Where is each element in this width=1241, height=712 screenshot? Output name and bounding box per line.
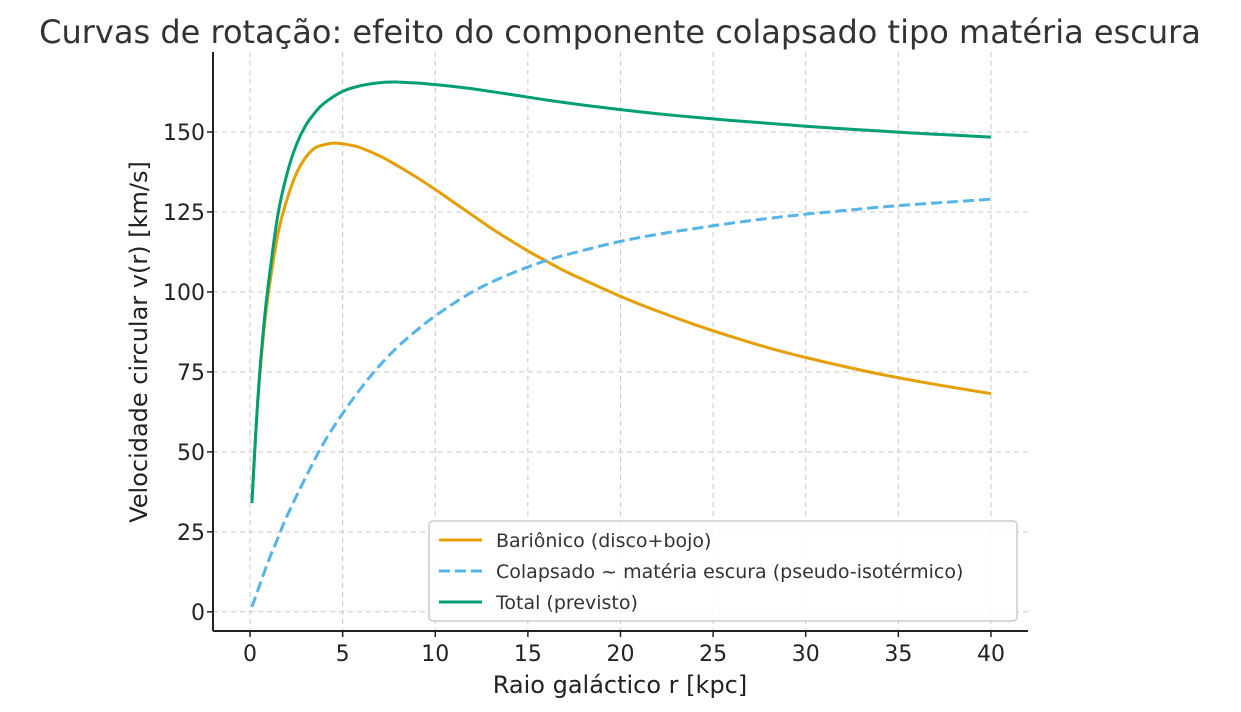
x-tick-label: 0	[243, 642, 257, 667]
x-tick-label: 10	[421, 642, 449, 667]
legend-box	[428, 520, 1018, 622]
y-tick-label: 0	[191, 601, 205, 626]
x-tick-label: 25	[699, 642, 727, 667]
y-tick-label: 75	[177, 361, 205, 386]
y-tick-label: 150	[163, 121, 205, 146]
y-tick-label: 50	[177, 441, 205, 466]
ticks-layer: 0 5 10 15 20 25 30 35 40 0 25 50 75 100 125 150	[163, 121, 1005, 667]
x-tick-label: 15	[514, 642, 542, 667]
x-tick-label: 35	[884, 642, 912, 667]
legend-label: Total (previsto)	[495, 592, 638, 614]
legend-label: Bariônico (disco+bojo)	[496, 530, 711, 552]
y-tick-label: 25	[177, 521, 205, 546]
x-tick-label: 40	[977, 642, 1005, 667]
legend-label: Colapsado ~ matéria escura (pseudo-isoté…	[496, 561, 963, 583]
x-tick-label: 5	[336, 642, 350, 667]
x-tick-label: 20	[607, 642, 635, 667]
series-layer	[250, 80, 992, 608]
chart-title: Curvas de rotação: efeito do componente …	[39, 13, 1201, 51]
series-line-1	[250, 197, 992, 608]
y-tick-label: 100	[163, 281, 205, 306]
series-line-2	[250, 80, 992, 504]
series-line-0	[250, 141, 992, 504]
legend: Bariônico (disco+bojo) Colapsado ~ matéri…	[428, 520, 1018, 622]
x-axis-label: Raio galáctico r [kpc]	[493, 671, 747, 699]
y-axis-label: Velocidade circular v(r) [km/s]	[125, 161, 153, 523]
y-tick-label: 125	[163, 201, 205, 226]
x-tick-label: 30	[792, 642, 820, 667]
